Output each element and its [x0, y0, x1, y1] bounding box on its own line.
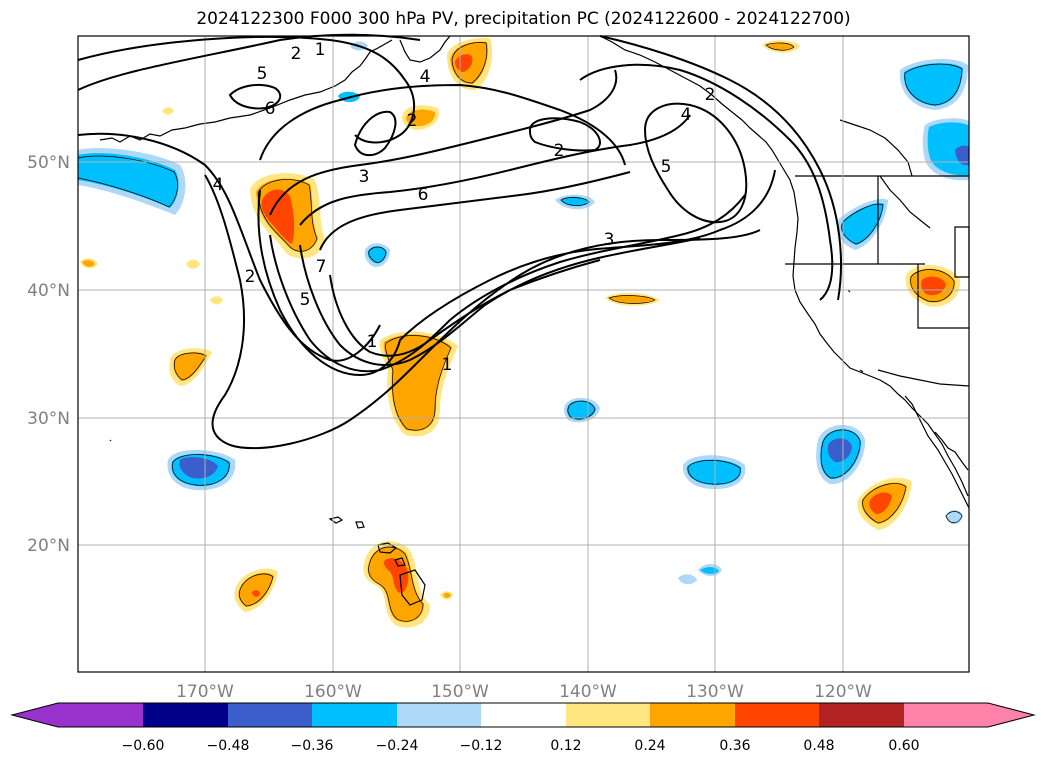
contour-label: 6 — [265, 99, 276, 119]
lon-label-140w: 140°W — [559, 682, 617, 702]
contour-label: 4 — [420, 67, 431, 87]
map-title: 2024122300 F000 300 hPa PV, precipitatio… — [196, 9, 851, 29]
lat-label-20n: 20°N — [27, 536, 70, 556]
contour-label: 2 — [291, 44, 302, 64]
colorbar-segments — [58, 703, 988, 727]
contour-label: 1 — [442, 355, 453, 375]
colorbar-segment — [312, 703, 397, 727]
contour-label: 4 — [213, 175, 224, 195]
lon-label-160w: 160°W — [304, 682, 362, 702]
longitude-labels: 170°W 160°W 150°W 140°W 130°W 120°W — [176, 682, 872, 702]
colorbar-segment — [58, 703, 143, 727]
colorbar-tick-label: 0.12 — [550, 738, 581, 754]
colorbar-tick-label: −0.12 — [460, 738, 503, 754]
pv-contours — [77, 33, 842, 450]
colorbar-tick-label: 0.24 — [634, 738, 665, 754]
contour-label: 5 — [300, 290, 311, 310]
colorbar-segment — [735, 703, 819, 727]
colorbar-segment — [481, 703, 566, 727]
contour-label: 2 — [705, 85, 716, 105]
colorbar-segment — [228, 703, 312, 727]
map-panel: 2 5 6 4 2 5 3 6 4 2 2 5 3 1 1 1 7 4 2 — [77, 33, 970, 673]
precip-shading — [77, 37, 969, 628]
lon-label-150w: 150°W — [431, 682, 489, 702]
colorbar-ticks: −0.60 −0.48 −0.36 −0.24 −0.12 0.12 0.24 … — [122, 738, 920, 754]
map-frame — [77, 35, 970, 673]
lat-label-40n: 40°N — [27, 281, 70, 301]
graticule — [78, 36, 969, 672]
contour-label: 3 — [604, 230, 615, 250]
contour-label: 2 — [245, 267, 256, 287]
colorbar-segment — [819, 703, 904, 727]
contour-label: 2 — [407, 111, 418, 131]
lon-label-120w: 120°W — [814, 682, 872, 702]
lon-label-130w: 130°W — [686, 682, 744, 702]
colorbar-outline — [10, 702, 1036, 728]
colorbar-extend-max — [988, 703, 1034, 727]
colorbar-tick-label: −0.24 — [376, 738, 419, 754]
contour-label: 3 — [359, 167, 370, 187]
contour-label: 1 — [315, 40, 326, 60]
contour-label: 2 — [554, 141, 565, 161]
colorbar-segment — [650, 703, 735, 727]
contour-label: 5 — [661, 157, 672, 177]
colorbar-segment — [904, 703, 988, 727]
lon-label-170w: 170°W — [176, 682, 234, 702]
latitude-labels: 50°N 40°N 30°N 20°N — [27, 153, 70, 556]
colorbar-extend-min — [12, 703, 58, 727]
lat-label-30n: 30°N — [27, 409, 70, 429]
colorbar-tick-label: −0.48 — [207, 738, 250, 754]
contour-label: 7 — [316, 257, 327, 277]
colorbar-tick-label: 0.48 — [803, 738, 834, 754]
colorbar-tick-label: −0.60 — [122, 738, 165, 754]
colorbar-segment — [143, 703, 228, 727]
colorbar-segment — [566, 703, 650, 727]
colorbar-tick-label: 0.60 — [888, 738, 919, 754]
pv-contour-labels: 2 5 6 4 2 5 3 6 4 2 2 5 3 1 1 1 7 4 2 — [213, 40, 716, 375]
colorbar-segment — [397, 703, 481, 727]
colorbar-tick-label: −0.36 — [291, 738, 334, 754]
contour-label: 1 — [367, 332, 378, 352]
contour-label: 4 — [681, 105, 692, 125]
colorbar: −0.60 −0.48 −0.36 −0.24 −0.12 0.12 0.24 … — [10, 702, 1036, 754]
contour-label: 6 — [418, 185, 429, 205]
colorbar-tick-label: 0.36 — [719, 738, 750, 754]
contour-label: 5 — [257, 64, 268, 84]
lat-label-50n: 50°N — [27, 153, 70, 173]
